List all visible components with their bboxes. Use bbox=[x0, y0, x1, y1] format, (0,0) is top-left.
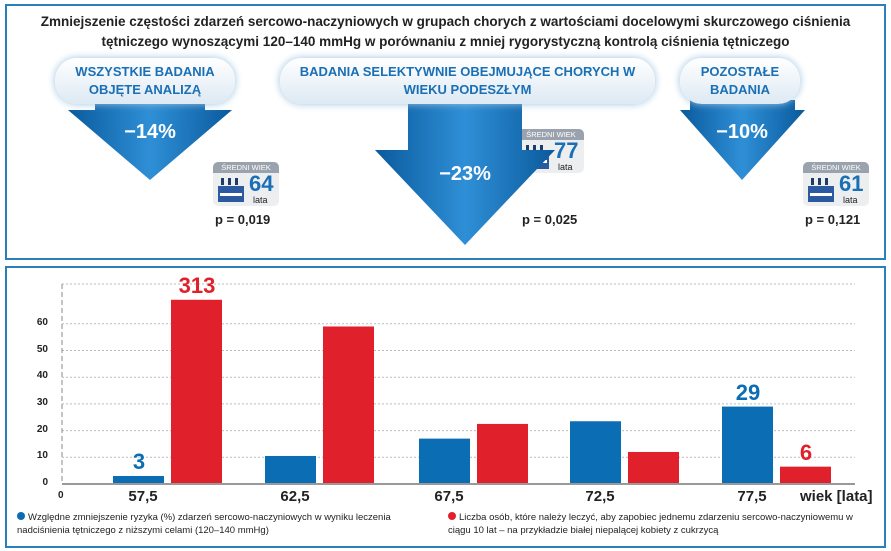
y-tick-label: 10 bbox=[36, 450, 48, 462]
x-tick-label: 67,5 bbox=[434, 488, 464, 505]
red-bar bbox=[628, 451, 679, 484]
bar-data-label: 6 bbox=[799, 439, 813, 465]
age-value: 64 bbox=[249, 171, 274, 196]
page-title: Zmniejszenie częstości zdarzeń sercowo-n… bbox=[40, 14, 851, 49]
x-tick-label: 72,5 bbox=[585, 488, 615, 505]
blue-bar bbox=[419, 438, 470, 484]
group-label-elderly: BADANIA SELEKTYWNIE OBEJMUJĄCE CHORYCH W… bbox=[280, 58, 655, 104]
legend-text-blue: Względne zmniejszenie ryzyka (%) zdarzeń… bbox=[17, 512, 391, 536]
arrows bbox=[68, 100, 805, 245]
badge-title: ŚREDNI WIEK bbox=[803, 162, 869, 173]
blue-bar bbox=[265, 455, 316, 484]
bar-data-label: 3 bbox=[132, 448, 146, 474]
p-value-other: p = 0,121 bbox=[805, 212, 861, 227]
legend-dot-red bbox=[448, 512, 456, 520]
reduction-other: −10% bbox=[716, 121, 768, 143]
age-unit: lata bbox=[558, 162, 573, 172]
x-tick-label: 77,5 bbox=[737, 488, 767, 505]
age-badge: ŚREDNI WIEK 61 lata bbox=[803, 162, 869, 206]
group-label-other: POZOSTAŁE BADANIA bbox=[680, 58, 800, 104]
red-bar bbox=[323, 326, 374, 484]
x-tick-label: 57,5 bbox=[128, 488, 158, 505]
blue-bar bbox=[570, 421, 621, 484]
y-tick-label: 20 bbox=[36, 423, 48, 435]
legend-blue: Względne zmniejszenie ryzyka (%) zdarzeń… bbox=[17, 511, 437, 537]
age-badge: ŚREDNI WIEK 64 lata bbox=[213, 162, 279, 206]
age-value: 77 bbox=[554, 138, 579, 163]
age-unit: lata bbox=[843, 195, 858, 205]
bar-data-label: 29 bbox=[735, 379, 761, 405]
badge-title: ŚREDNI WIEK bbox=[518, 129, 584, 140]
cake-icon bbox=[808, 178, 834, 202]
down-arrow-icon bbox=[68, 100, 232, 180]
y-tick-label: 40 bbox=[36, 370, 48, 382]
group-label-all: WSZYSTKIE BADANIA OBJĘTE ANALIZĄ bbox=[55, 58, 235, 104]
origin-label: 0 bbox=[58, 490, 64, 501]
red-bar bbox=[780, 466, 831, 484]
legend-dot-blue bbox=[17, 512, 25, 520]
y-tick-label: 30 bbox=[36, 396, 48, 408]
p-value-all: p = 0,019 bbox=[215, 212, 271, 227]
red-bar bbox=[171, 299, 222, 484]
x-tick-label: 62,5 bbox=[280, 488, 310, 505]
cake-icon bbox=[218, 178, 244, 202]
p-value-elderly: p = 0,025 bbox=[522, 212, 578, 227]
legend-text-red: Liczba osób, które należy leczyć, aby za… bbox=[448, 512, 853, 536]
x-axis-label: wiek [lata] bbox=[800, 488, 873, 505]
down-arrow-icon bbox=[680, 100, 805, 180]
blue-bar bbox=[113, 475, 164, 484]
y-tick-label: 60 bbox=[36, 316, 48, 328]
reduction-all: −14% bbox=[124, 121, 176, 143]
age-unit: lata bbox=[253, 195, 268, 205]
red-bar bbox=[477, 423, 528, 484]
badge-title: ŚREDNI WIEK bbox=[213, 162, 279, 173]
blue-bar bbox=[722, 406, 773, 484]
bar-data-label: 313 bbox=[178, 272, 216, 298]
legend-red: Liczba osób, które należy leczyć, aby za… bbox=[448, 511, 878, 537]
reduction-elderly: −23% bbox=[439, 163, 491, 185]
age-value: 61 bbox=[839, 171, 864, 196]
y-tick-label: 50 bbox=[36, 343, 48, 355]
down-arrow-icon bbox=[375, 100, 555, 245]
y-tick-label: 0 bbox=[42, 477, 48, 488]
